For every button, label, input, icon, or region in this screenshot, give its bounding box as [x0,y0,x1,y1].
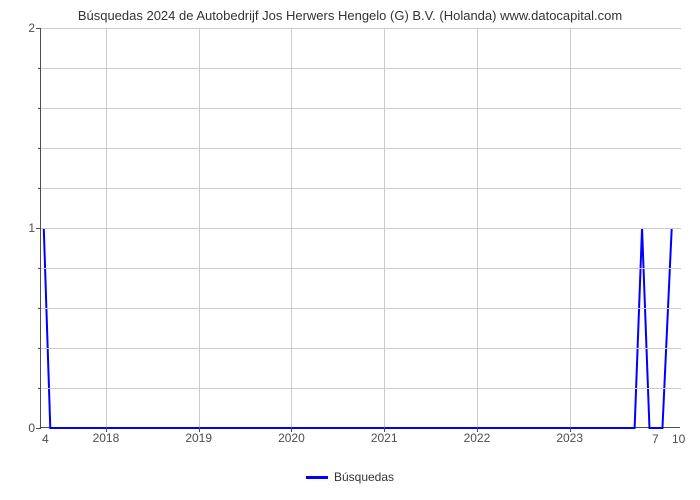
gridline-v [106,28,107,428]
gridline-h-minor [41,268,681,269]
chart-title: Búsquedas 2024 de Autobedrijf Jos Herwer… [0,8,700,23]
gridline-h-minor [41,388,681,389]
ytick-mark-minor [38,108,41,109]
ytick-mark-minor [38,308,41,309]
xtick-label: 2018 [93,427,120,445]
gridline-h-minor [41,308,681,309]
axis-outer-label: 10 [672,432,685,446]
ytick-mark-minor [38,188,41,189]
ytick-mark-minor [38,388,41,389]
axis-outer-label: 7 [652,432,659,446]
gridline-h-minor [41,348,681,349]
axis-outer-label: 4 [42,432,49,446]
gridline-h [41,28,681,29]
plot-area: 012201820192020202120222023 [40,28,680,428]
ytick-mark-minor [38,348,41,349]
gridline-v [291,28,292,428]
xtick-label: 2021 [371,427,398,445]
xtick-label: 2022 [464,427,491,445]
gridline-h [41,228,681,229]
ytick-label: 2 [28,21,41,35]
gridline-h-minor [41,68,681,69]
legend-swatch [306,476,328,479]
gridline-v [384,28,385,428]
ytick-label: 1 [28,221,41,235]
ytick-mark-minor [38,268,41,269]
xtick-label: 2019 [185,427,212,445]
gridline-v [570,28,571,428]
gridline-h-minor [41,188,681,189]
legend-label: Búsquedas [334,470,394,484]
legend: Búsquedas [306,470,394,484]
gridline-h-minor [41,148,681,149]
series-line [44,228,672,428]
gridline-h-minor [41,108,681,109]
ytick-mark-minor [38,68,41,69]
ytick-mark-minor [38,148,41,149]
gridline-v [477,28,478,428]
ytick-label: 0 [28,421,41,435]
xtick-label: 2023 [556,427,583,445]
gridline-v [199,28,200,428]
xtick-label: 2020 [278,427,305,445]
chart-container: Búsquedas 2024 de Autobedrijf Jos Herwer… [0,0,700,500]
